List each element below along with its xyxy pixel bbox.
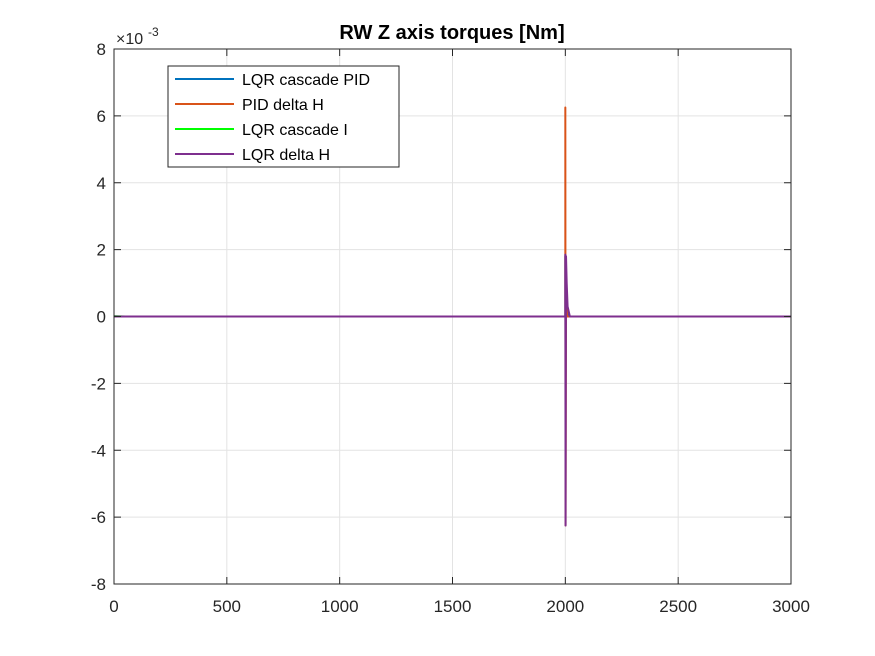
legend-label-pid-delta-h: PID delta H [242, 97, 324, 114]
y-tick-label: 4 [97, 174, 106, 193]
y-tick-label: 0 [97, 308, 106, 327]
x-tick-label: 1500 [434, 597, 472, 616]
series-layer [113, 106, 791, 527]
y-tick-label: 8 [97, 40, 106, 59]
y-tick-label: -2 [91, 374, 106, 393]
legend-label-lqr-cascade-i: LQR cascade I [242, 122, 348, 139]
y-tick-label: 6 [97, 107, 106, 126]
x-tick-labels: 0 500 1000 1500 2000 2500 3000 [109, 597, 810, 616]
y-tick-label: -4 [91, 441, 106, 460]
y-tick-label: -6 [91, 508, 106, 527]
legend: LQR cascade PID PID delta H LQR cascade … [167, 65, 400, 168]
legend-label-lqr-delta-h: LQR delta H [242, 147, 330, 164]
x-tick-label: 0 [109, 597, 118, 616]
legend-box [167, 65, 400, 168]
x-tick-label: 500 [213, 597, 241, 616]
x-tick-label: 3000 [772, 597, 810, 616]
y-tick-labels: -8 -6 -4 -2 0 2 4 6 8 [91, 40, 106, 594]
legend-label-lqr-cascade-pid: LQR cascade PID [242, 72, 370, 89]
y-exponent-power: -3 [148, 25, 159, 39]
y-exponent-base: ×10 [116, 31, 143, 48]
x-tick-label: 1000 [321, 597, 359, 616]
x-tick-label: 2500 [659, 597, 697, 616]
x-tick-label: 2000 [546, 597, 584, 616]
y-tick-label: 2 [97, 241, 106, 260]
y-tick-label: -8 [91, 575, 106, 594]
chart-title: RW Z axis torques [Nm] [339, 22, 564, 44]
ticks [113, 48, 792, 585]
series-line-lqr-delta-h [114, 253, 791, 527]
